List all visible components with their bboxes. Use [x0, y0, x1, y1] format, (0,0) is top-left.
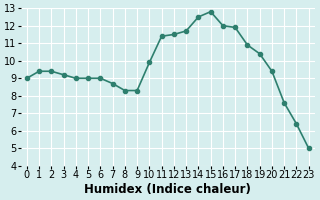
X-axis label: Humidex (Indice chaleur): Humidex (Indice chaleur)	[84, 183, 251, 196]
